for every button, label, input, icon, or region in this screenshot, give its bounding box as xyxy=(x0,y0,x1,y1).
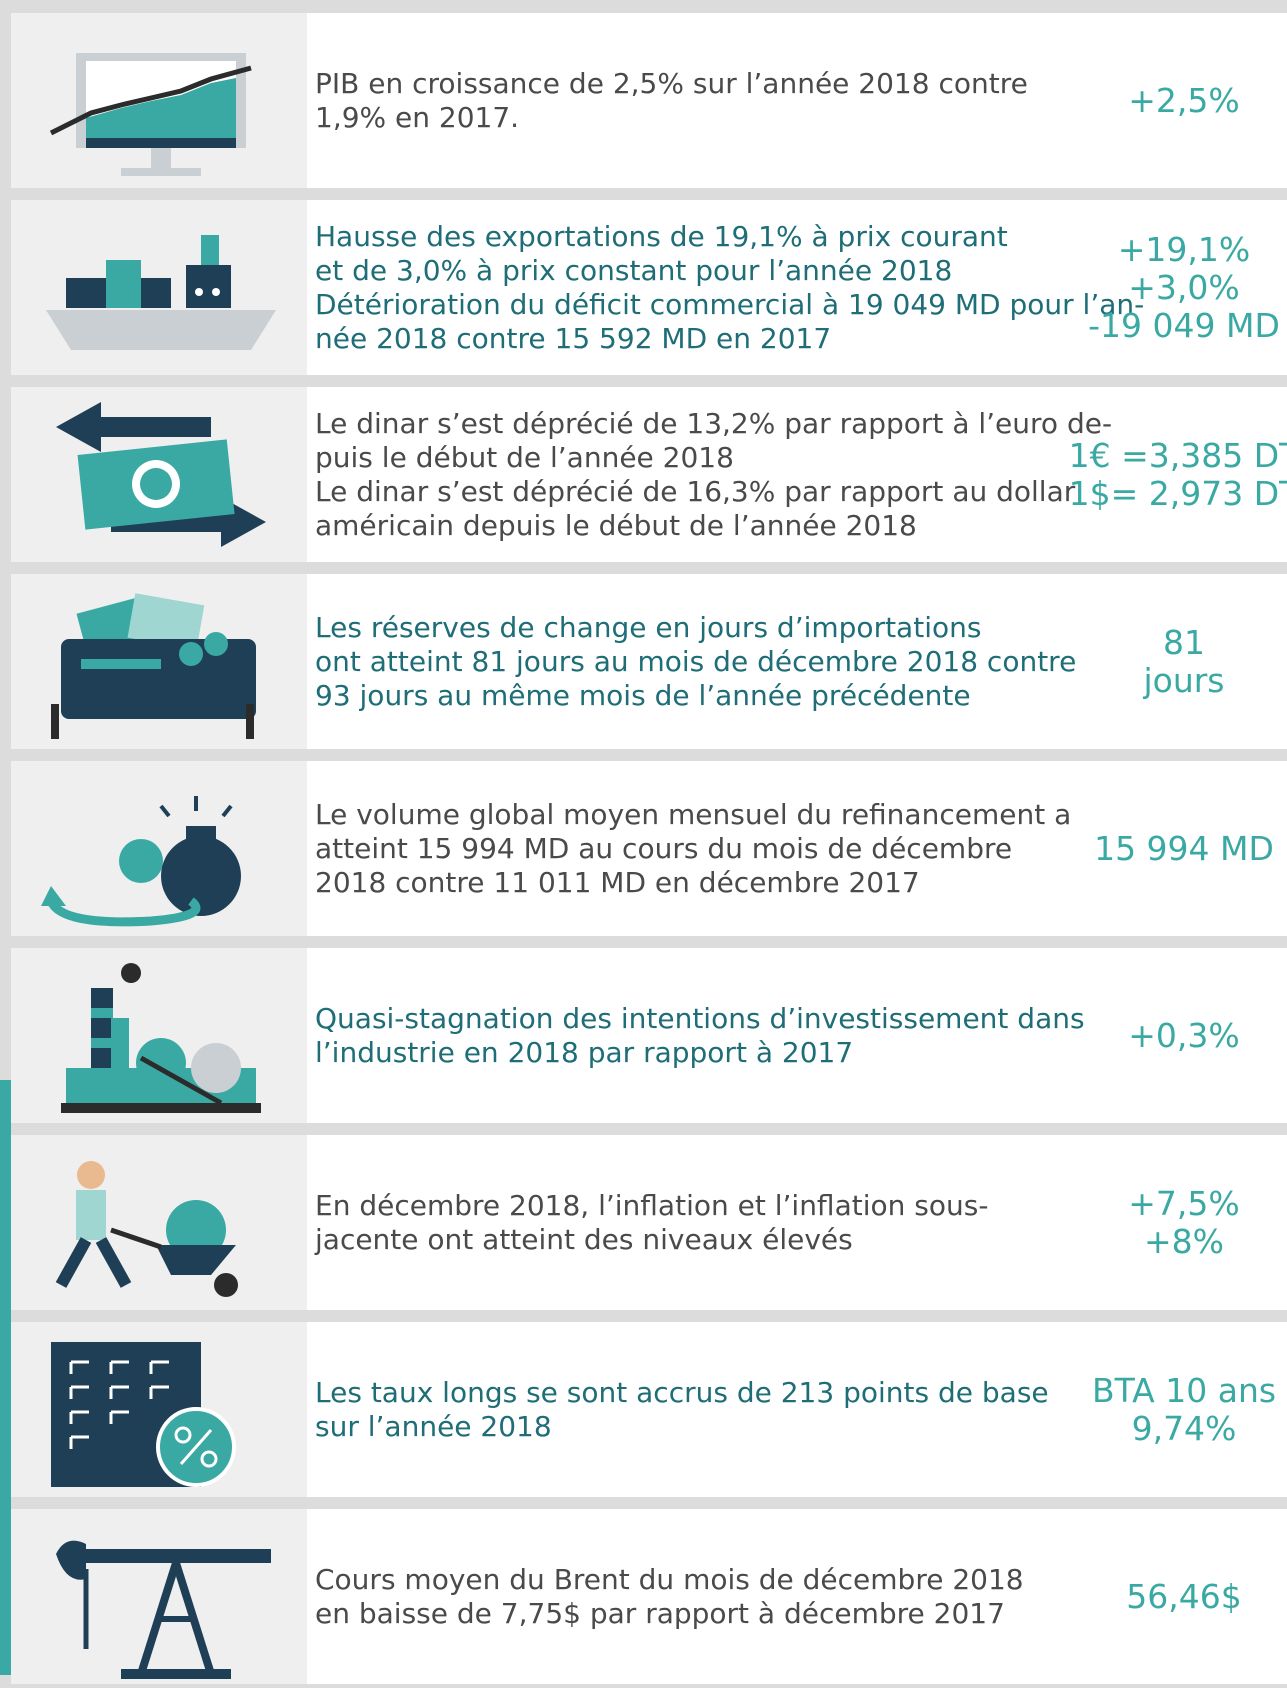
value-line: 81 xyxy=(1163,624,1205,662)
text-line: Cours moyen du Brent du mois de décembre… xyxy=(315,1563,1085,1597)
row-text: Le volume global moyen mensuel du refina… xyxy=(315,761,1085,936)
row-value: +2,5% xyxy=(1081,13,1287,188)
text-line: Hausse des exportations de 19,1% à prix … xyxy=(315,220,1085,254)
value-line: +3,0% xyxy=(1128,269,1240,307)
row-icon xyxy=(11,387,307,562)
text-line: l’industrie en 2018 par rapport à 2017 xyxy=(315,1036,1085,1070)
value-line: 1€ =3,385 DT xyxy=(1069,437,1287,475)
value-line: +2,5% xyxy=(1128,82,1240,120)
info-row: Hausse des exportations de 19,1% à prix … xyxy=(11,200,1287,375)
text-line: en baisse de 7,75$ par rapport à décembr… xyxy=(315,1597,1085,1631)
row-text: PIB en croissance de 2,5% sur l’année 20… xyxy=(315,13,1085,188)
info-row: Les réserves de change en jours d’import… xyxy=(11,574,1287,749)
info-row: Cours moyen du Brent du mois de décembre… xyxy=(11,1509,1287,1684)
text-line: ont atteint 81 jours au mois de décembre… xyxy=(315,645,1085,679)
row-text: Quasi-stagnation des intentions d’invest… xyxy=(315,948,1085,1123)
value-line: +7,5% xyxy=(1128,1185,1240,1223)
text-line: Les réserves de change en jours d’import… xyxy=(315,611,1085,645)
text-line: En décembre 2018, l’inflation et l’infla… xyxy=(315,1189,1085,1223)
text-line: américain depuis le début de l’année 201… xyxy=(315,509,1085,543)
text-line: Le volume global moyen mensuel du refina… xyxy=(315,798,1085,832)
text-line: atteint 15 994 MD au cours du mois de dé… xyxy=(315,832,1085,866)
icon-graphic xyxy=(11,200,307,375)
row-text: Les réserves de change en jours d’import… xyxy=(315,574,1085,749)
info-row: Quasi-stagnation des intentions d’invest… xyxy=(11,948,1287,1123)
text-line: et de 3,0% à prix constant pour l’année … xyxy=(315,254,1085,288)
info-row: Le volume global moyen mensuel du refina… xyxy=(11,761,1287,936)
text-line: Quasi-stagnation des intentions d’invest… xyxy=(315,1002,1085,1036)
value-line: 9,74% xyxy=(1132,1410,1237,1448)
row-text: Hausse des exportations de 19,1% à prix … xyxy=(315,200,1085,375)
info-row: PIB en croissance de 2,5% sur l’année 20… xyxy=(11,13,1287,188)
text-line: née 2018 contre 15 592 MD en 2017 xyxy=(315,322,1085,356)
info-row: Les taux longs se sont accrus de 213 poi… xyxy=(11,1322,1287,1497)
row-icon xyxy=(11,761,307,936)
row-icon xyxy=(11,1322,307,1497)
text-line: puis le début de l’année 2018 xyxy=(315,441,1085,475)
icon-graphic xyxy=(11,1509,307,1684)
value-line: 15 994 MD xyxy=(1094,830,1274,868)
text-line: 93 jours au même mois de l’année précéde… xyxy=(315,679,1085,713)
row-icon xyxy=(11,574,307,749)
row-text: En décembre 2018, l’inflation et l’infla… xyxy=(315,1135,1085,1310)
text-line: sur l’année 2018 xyxy=(315,1410,1085,1444)
value-line: +0,3% xyxy=(1128,1017,1240,1055)
row-value: 56,46$ xyxy=(1081,1509,1287,1684)
icon-graphic xyxy=(11,761,307,936)
row-icon xyxy=(11,1135,307,1310)
text-line: Les taux longs se sont accrus de 213 poi… xyxy=(315,1376,1085,1410)
row-icon xyxy=(11,948,307,1123)
row-icon xyxy=(11,1509,307,1684)
info-row: Le dinar s’est déprécié de 13,2% par rap… xyxy=(11,387,1287,562)
row-text: Cours moyen du Brent du mois de décembre… xyxy=(315,1509,1085,1684)
text-line: PIB en croissance de 2,5% sur l’année 20… xyxy=(315,67,1085,101)
value-line: -19 049 MD xyxy=(1088,307,1280,345)
text-line: 2018 contre 11 011 MD en décembre 2017 xyxy=(315,866,1085,900)
row-icon xyxy=(11,13,307,188)
row-icon xyxy=(11,200,307,375)
text-line: Détérioration du déficit commercial à 19… xyxy=(315,288,1085,322)
row-value: +19,1%+3,0%-19 049 MD xyxy=(1081,200,1287,375)
value-line: BTA 10 ans xyxy=(1092,1372,1276,1410)
icon-graphic xyxy=(11,948,307,1123)
icon-graphic xyxy=(11,1135,307,1310)
text-line: jacente ont atteint des niveaux élevés xyxy=(315,1223,1085,1257)
icon-graphic xyxy=(11,1322,307,1497)
text-line: Le dinar s’est déprécié de 16,3% par rap… xyxy=(315,475,1085,509)
row-text: Le dinar s’est déprécié de 13,2% par rap… xyxy=(315,387,1085,562)
value-line: +8% xyxy=(1144,1223,1224,1261)
value-line: +19,1% xyxy=(1118,231,1250,269)
row-text: Les taux longs se sont accrus de 213 poi… xyxy=(315,1322,1085,1497)
icon-graphic xyxy=(11,13,307,188)
info-row: En décembre 2018, l’inflation et l’infla… xyxy=(11,1135,1287,1310)
value-line: 56,46$ xyxy=(1126,1578,1241,1616)
icon-graphic xyxy=(11,574,307,749)
value-line: 1$= 2,973 DT xyxy=(1069,475,1287,513)
text-line: 1,9% en 2017. xyxy=(315,101,1085,135)
icon-graphic xyxy=(11,387,307,562)
text-line: Le dinar s’est déprécié de 13,2% par rap… xyxy=(315,407,1085,441)
page: PIB en croissance de 2,5% sur l’année 20… xyxy=(0,0,1287,1675)
row-value: +0,3% xyxy=(1081,948,1287,1123)
value-line: jours xyxy=(1143,662,1224,700)
row-value: +7,5%+8% xyxy=(1081,1135,1287,1310)
side-bar xyxy=(0,1080,11,1675)
row-value: 15 994 MD xyxy=(1081,761,1287,936)
